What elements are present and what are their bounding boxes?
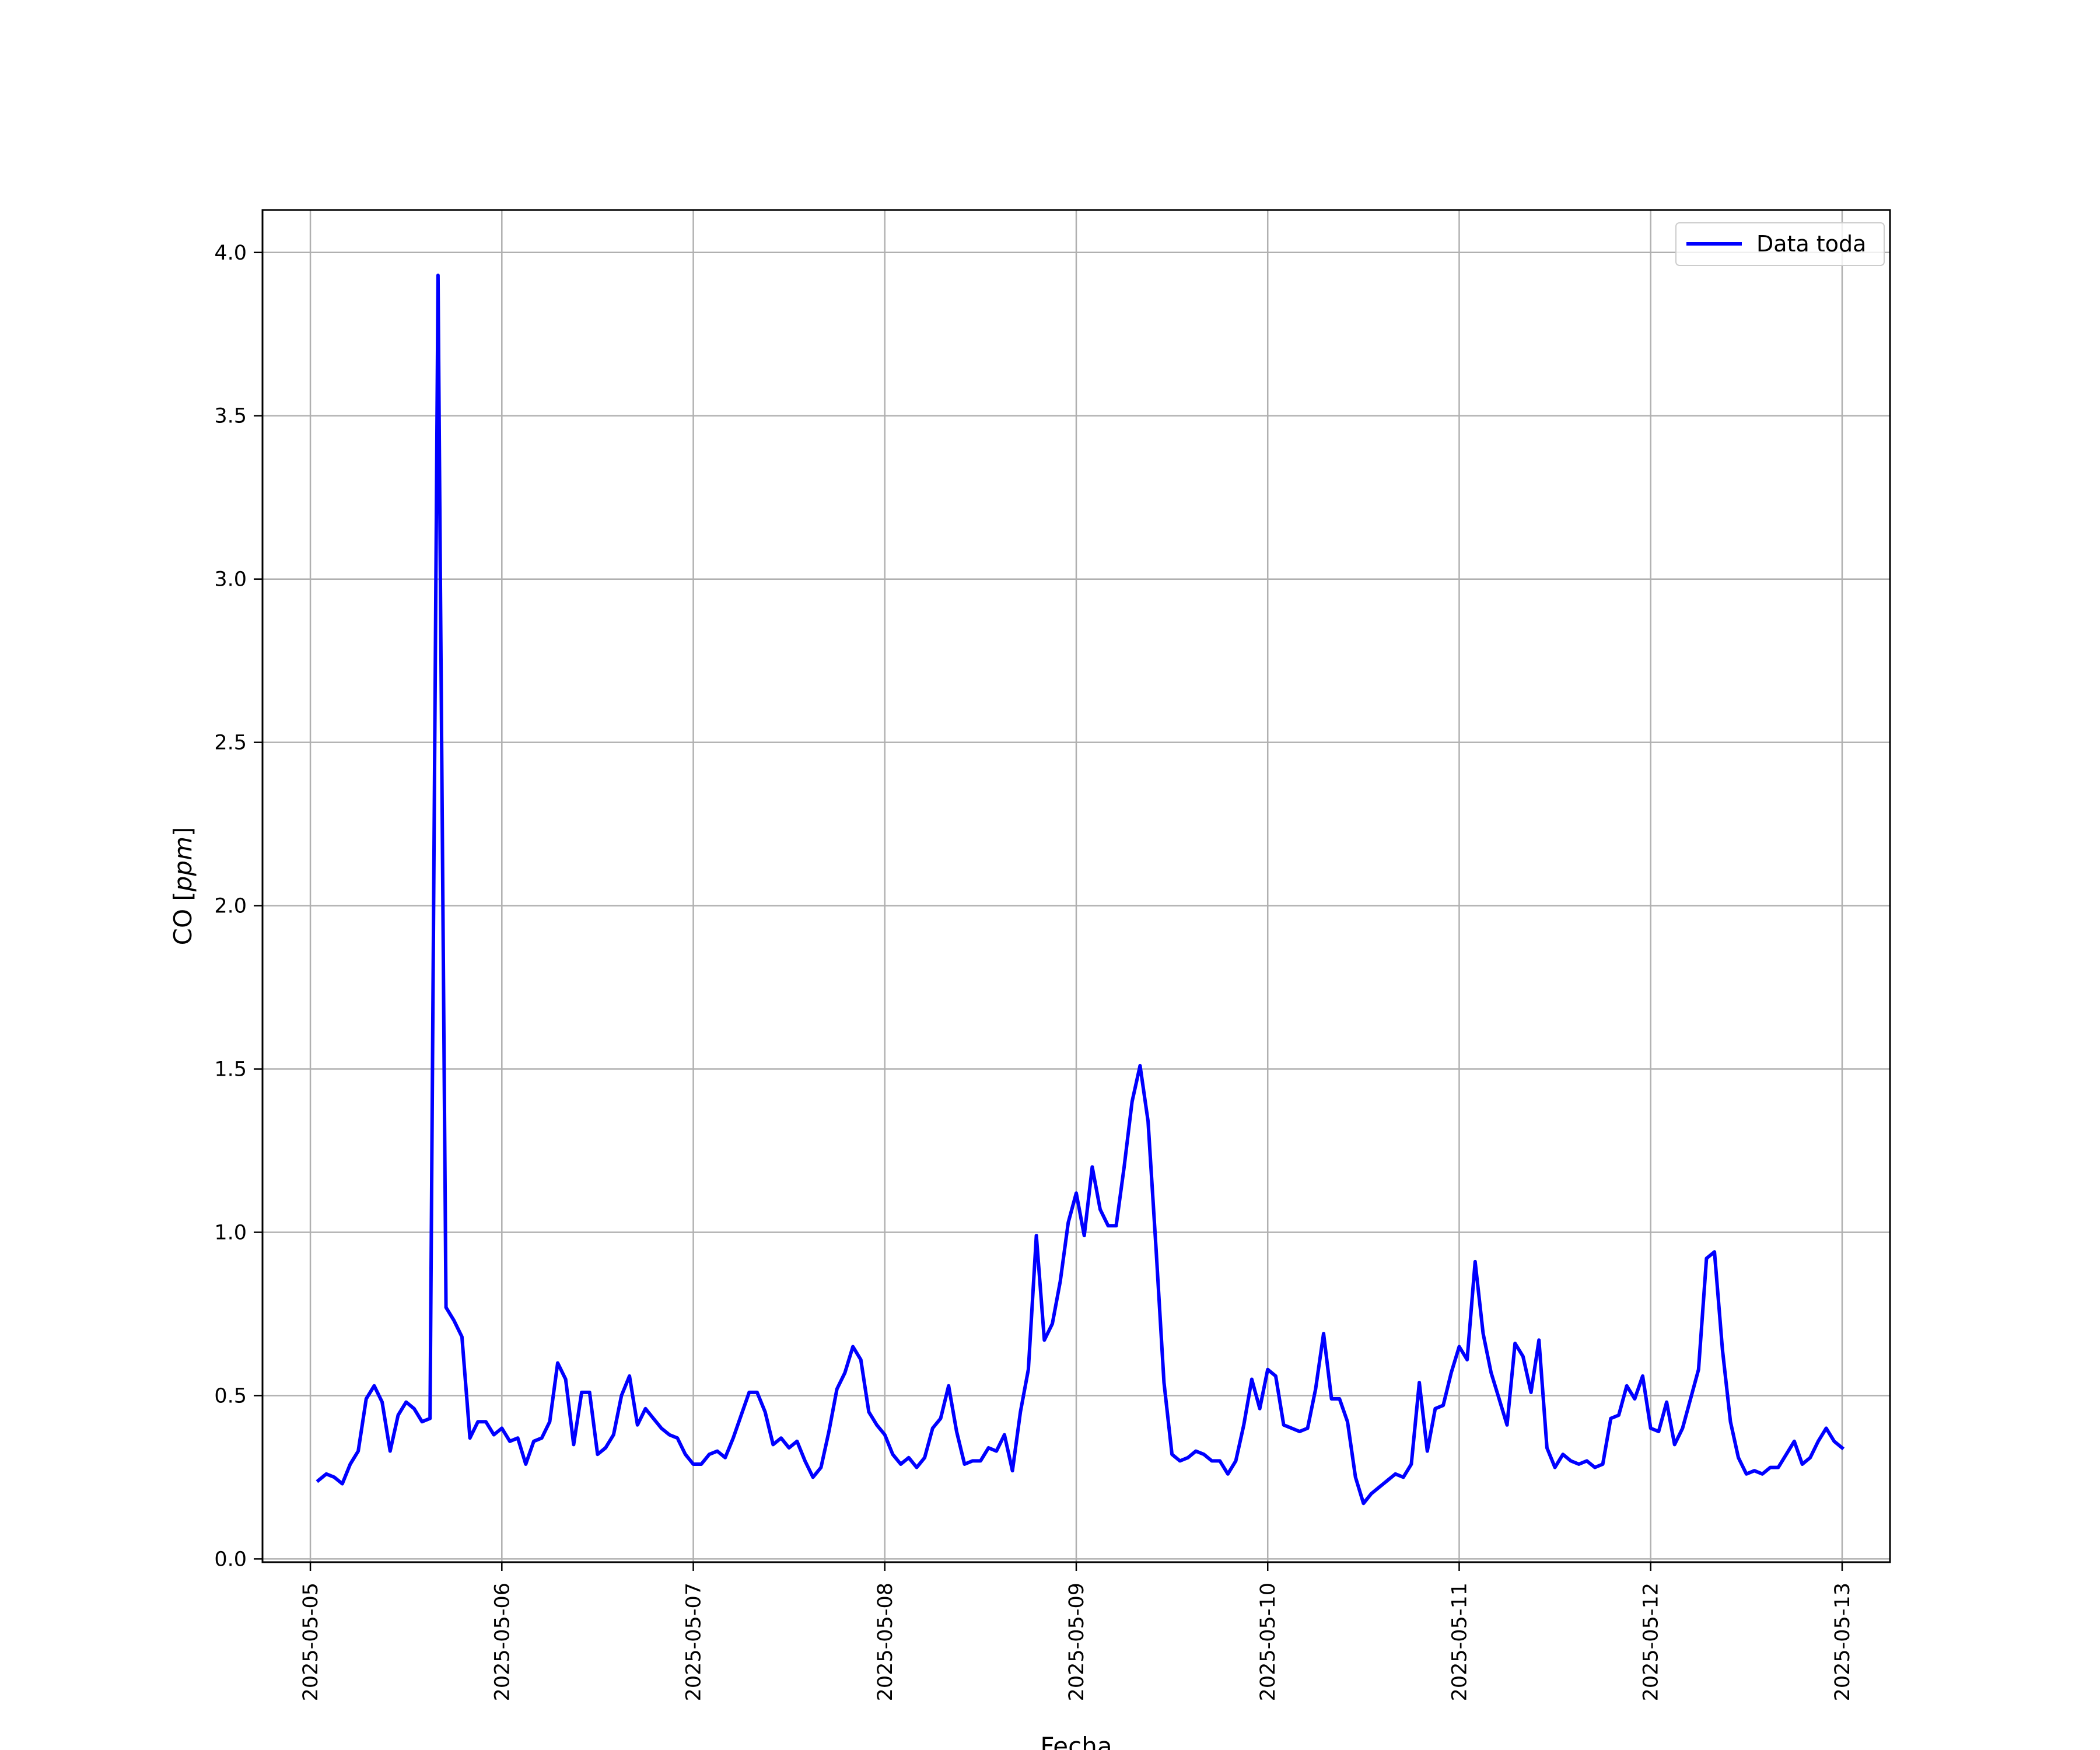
- series-line: [316, 274, 1845, 1506]
- x-tick-label: 2025-05-05: [299, 1583, 323, 1701]
- y-axis-title: CO [ppm]: [169, 827, 197, 946]
- y-tick-label: 0.5: [214, 1384, 247, 1408]
- x-tick-label: 2025-05-08: [874, 1583, 897, 1701]
- x-tick-label: 2025-05-09: [1065, 1583, 1088, 1701]
- y-tick-label: 1.0: [214, 1221, 247, 1244]
- y-tick-label: 4.0: [214, 242, 247, 265]
- x-axis: 2025-05-05 2025-05-06 2025-05-07 2025-05-08…: [299, 1562, 1854, 1701]
- series-layer: [316, 274, 1845, 1506]
- x-tick-label: 2025-05-11: [1448, 1583, 1471, 1701]
- legend: Data toda: [1675, 222, 1885, 266]
- grid-lines: [262, 210, 1890, 1562]
- legend-box: [1675, 222, 1885, 266]
- y-tick-label: 2.5: [214, 732, 247, 755]
- x-tick-label: 2025-05-12: [1640, 1583, 1663, 1701]
- x-tick-label: 2025-05-07: [682, 1583, 706, 1701]
- x-axis-title: Fecha: [1040, 1732, 1112, 1750]
- y-tick-label: 3.5: [214, 405, 247, 428]
- legend-label: Data toda: [1756, 231, 1866, 257]
- y-tick-label: 0.0: [214, 1548, 247, 1571]
- x-tick-label: 2025-05-13: [1831, 1583, 1854, 1701]
- x-tick-label: 2025-05-06: [491, 1583, 514, 1701]
- y-tick-label: 2.0: [214, 895, 247, 918]
- x-tick-label: 2025-05-10: [1256, 1583, 1280, 1701]
- y-axis: 0.0 0.5 1.0 1.5 2.0 2.5 3.0 3.5 4.0: [214, 242, 262, 1571]
- y-tick-label: 3.0: [214, 568, 247, 592]
- y-tick-label: 1.5: [214, 1058, 247, 1082]
